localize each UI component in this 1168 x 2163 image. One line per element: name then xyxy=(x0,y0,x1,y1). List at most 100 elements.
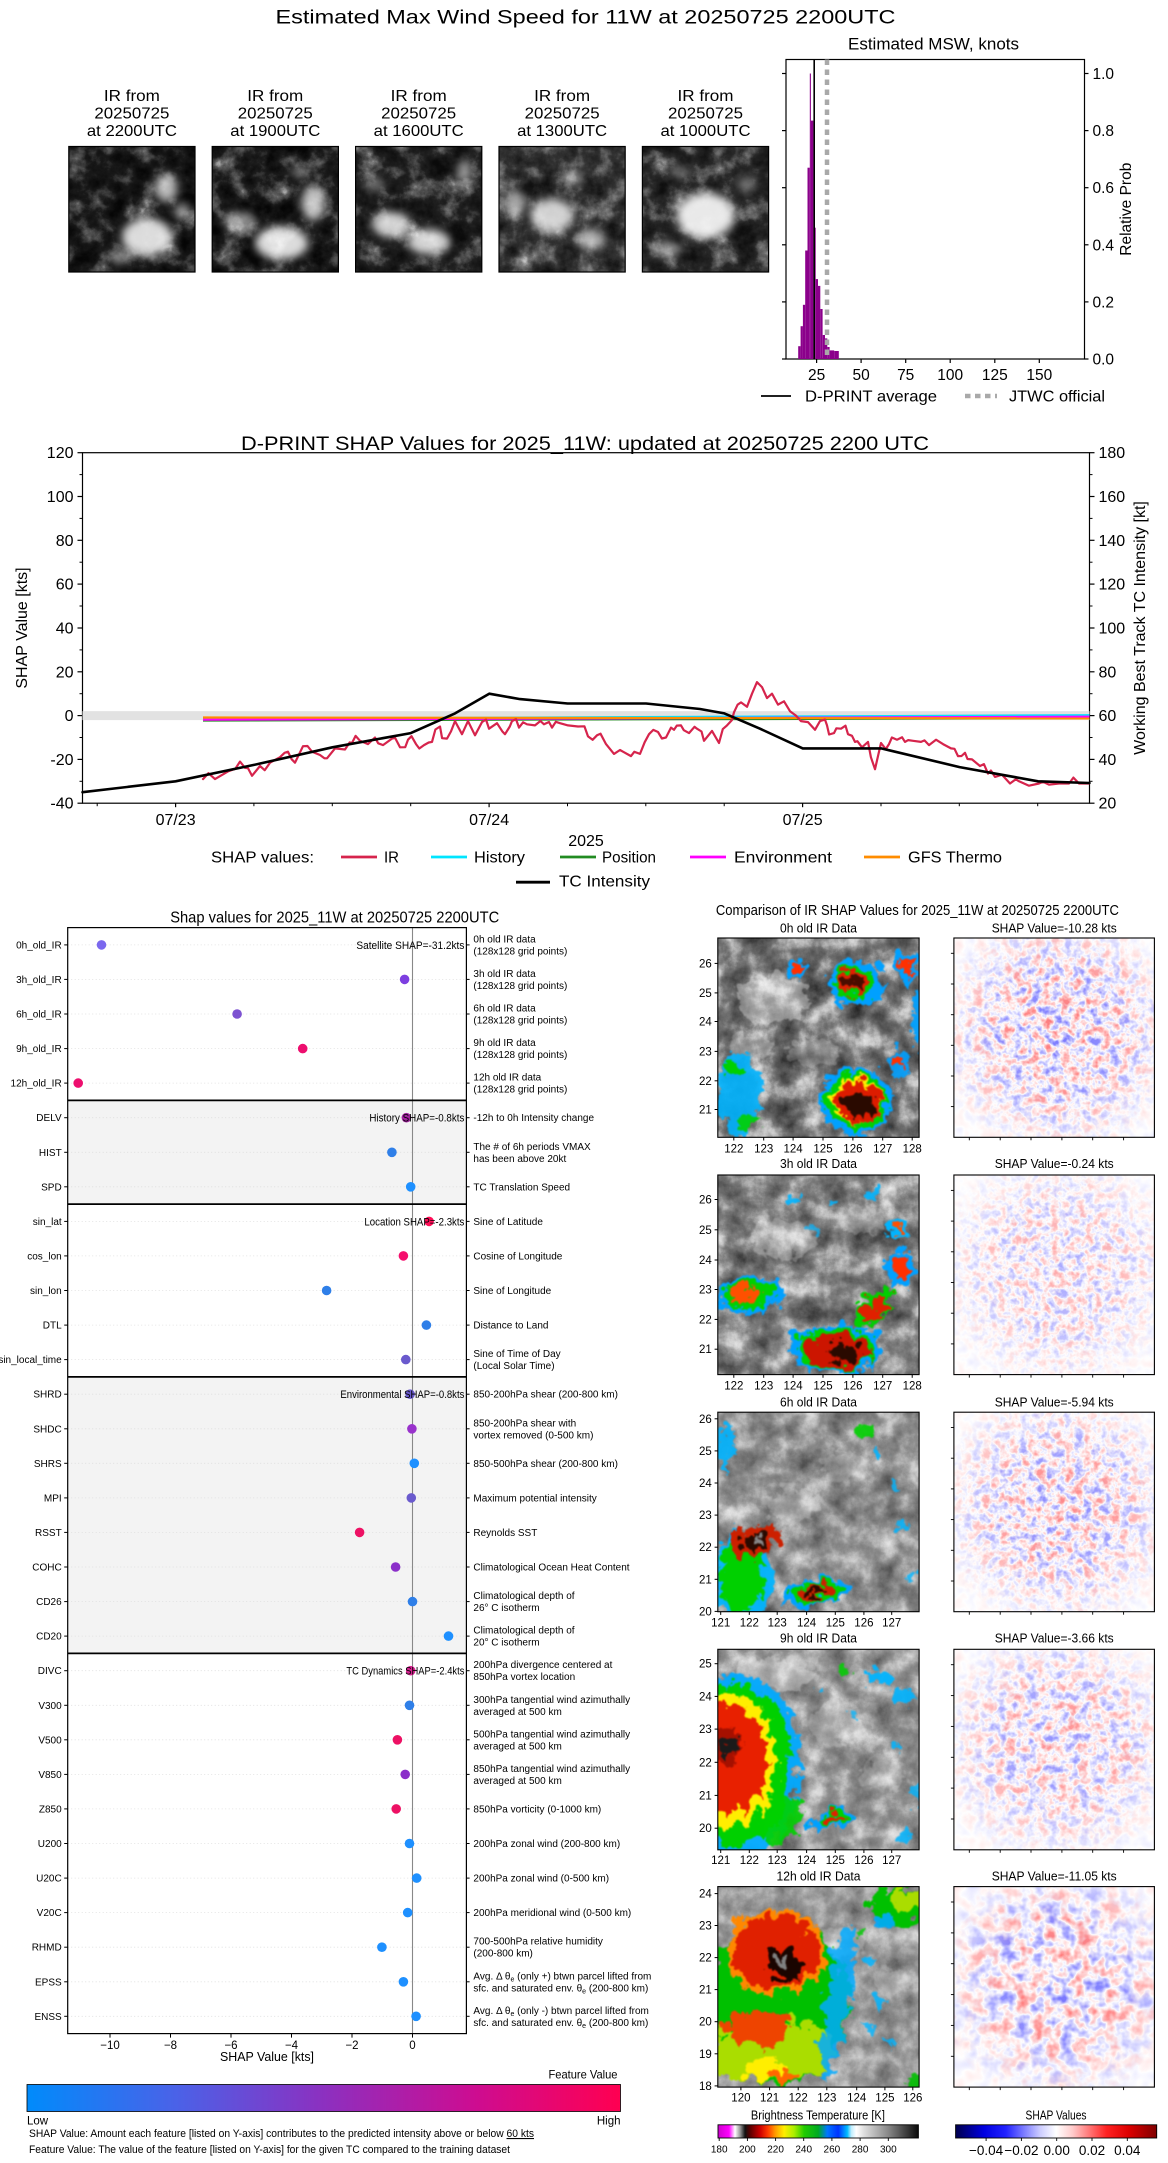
svg-text:SHAP Value: Amount each featur: SHAP Value: Amount each feature [listed … xyxy=(29,2128,534,2140)
svg-text:Z850: Z850 xyxy=(39,1804,62,1815)
svg-text:07/24: 07/24 xyxy=(469,812,509,829)
svg-text:SHAP Value=-3.66 kts: SHAP Value=-3.66 kts xyxy=(995,1631,1114,1645)
svg-text:The # of 6h periods VMAX: The # of 6h periods VMAX xyxy=(473,1142,591,1153)
svg-text:CD26: CD26 xyxy=(36,1597,62,1608)
svg-text:100: 100 xyxy=(1099,621,1126,638)
svg-text:127: 127 xyxy=(882,1855,901,1867)
svg-text:Shap values for 2025_11W at 20: Shap values for 2025_11W at 20250725 220… xyxy=(170,910,499,927)
svg-text:(128x128 grid points): (128x128 grid points) xyxy=(473,946,567,957)
svg-text:121: 121 xyxy=(760,2093,779,2105)
svg-text:22: 22 xyxy=(699,1757,712,1769)
svg-text:sin_lon: sin_lon xyxy=(30,1286,62,1297)
svg-text:125: 125 xyxy=(982,367,1008,384)
svg-text:Climatological depth of: Climatological depth of xyxy=(473,1626,574,1637)
svg-text:IR: IR xyxy=(384,850,399,867)
svg-text:V300: V300 xyxy=(38,1701,62,1712)
svg-text:DTL: DTL xyxy=(43,1321,62,1332)
svg-text:300hPa tangential wind azimuth: 300hPa tangential wind azimuthally xyxy=(473,1695,630,1706)
svg-text:EPSS: EPSS xyxy=(35,1977,62,1988)
svg-text:300: 300 xyxy=(880,2145,897,2156)
svg-text:0.8: 0.8 xyxy=(1093,123,1115,140)
svg-text:122: 122 xyxy=(740,1618,759,1630)
svg-text:Position: Position xyxy=(602,850,656,867)
svg-text:122: 122 xyxy=(724,1143,743,1155)
svg-text:−4: −4 xyxy=(285,2040,299,2052)
svg-text:6h old IR data: 6h old IR data xyxy=(473,1004,536,1015)
svg-text:123: 123 xyxy=(754,1380,773,1392)
svg-text:-20: -20 xyxy=(50,752,73,769)
svg-text:122: 122 xyxy=(724,1380,743,1392)
svg-text:200: 200 xyxy=(739,2145,756,2156)
svg-text:0.00: 0.00 xyxy=(1044,2143,1070,2158)
svg-text:25: 25 xyxy=(699,1446,712,1458)
svg-text:3h old IR data: 3h old IR data xyxy=(473,969,536,980)
svg-text:24: 24 xyxy=(699,1017,712,1029)
svg-text:D-PRINT SHAP Values for 2025_1: D-PRINT SHAP Values for 2025_11W: update… xyxy=(241,433,929,455)
svg-text:120: 120 xyxy=(731,2093,750,2105)
svg-text:122: 122 xyxy=(740,1855,759,1867)
svg-text:180: 180 xyxy=(1099,445,1126,462)
svg-text:SHAP Value=-0.24 kts: SHAP Value=-0.24 kts xyxy=(995,1157,1114,1171)
svg-text:TC Dynamics SHAP=-2.4kts: TC Dynamics SHAP=-2.4kts xyxy=(346,1666,464,1678)
svg-text:850-500hPa shear (200-800 km): 850-500hPa shear (200-800 km) xyxy=(473,1459,618,1470)
svg-text:21: 21 xyxy=(699,1105,712,1117)
svg-text:9h_old_IR: 9h_old_IR xyxy=(16,1044,62,1055)
svg-text:22: 22 xyxy=(699,1314,712,1326)
svg-text:80: 80 xyxy=(1099,664,1117,681)
svg-text:(128x128 grid points): (128x128 grid points) xyxy=(473,1085,567,1096)
svg-text:21: 21 xyxy=(699,1790,712,1802)
svg-text:sin_local_time: sin_local_time xyxy=(0,1355,62,1366)
svg-text:21: 21 xyxy=(699,1344,712,1356)
svg-text:22: 22 xyxy=(699,1076,712,1088)
svg-text:3h_old_IR: 3h_old_IR xyxy=(16,975,62,986)
svg-text:IR from: IR from xyxy=(678,88,734,105)
svg-text:200hPa divergence centered at: 200hPa divergence centered at xyxy=(473,1660,612,1671)
svg-text:150: 150 xyxy=(1026,367,1052,384)
svg-text:24: 24 xyxy=(699,1691,712,1703)
svg-text:20250725: 20250725 xyxy=(238,106,313,123)
svg-text:SHAP Value [kts]: SHAP Value [kts] xyxy=(220,2049,314,2064)
svg-text:850-200hPa shear with: 850-200hPa shear with xyxy=(473,1418,576,1429)
svg-text:Cosine of Longitude: Cosine of Longitude xyxy=(473,1251,562,1262)
svg-text:6h_old_IR: 6h_old_IR xyxy=(16,1010,62,1021)
svg-text:25: 25 xyxy=(699,1225,712,1237)
svg-text:−10: −10 xyxy=(100,2040,120,2052)
svg-text:20: 20 xyxy=(1099,796,1117,813)
svg-text:Maximum potential intensity: Maximum potential intensity xyxy=(473,1493,596,1504)
svg-text:Feature Value: Feature Value xyxy=(549,2068,618,2082)
svg-text:124: 124 xyxy=(784,1143,804,1155)
svg-text:125: 125 xyxy=(875,2093,894,2105)
svg-text:GFS Thermo: GFS Thermo xyxy=(908,850,1002,867)
svg-text:History SHAP=-0.8kts: History SHAP=-0.8kts xyxy=(369,1113,464,1125)
svg-text:60: 60 xyxy=(1099,708,1117,725)
svg-text:TC Intensity: TC Intensity xyxy=(559,874,650,891)
svg-text:124: 124 xyxy=(797,1855,817,1867)
svg-text:21: 21 xyxy=(699,1574,712,1586)
svg-text:IR from: IR from xyxy=(247,88,303,105)
svg-text:1.0: 1.0 xyxy=(1093,66,1115,83)
svg-text:averaged at 500 km: averaged at 500 km xyxy=(473,1741,561,1752)
svg-text:Sine of Time of Day: Sine of Time of Day xyxy=(473,1349,560,1360)
svg-text:SHAP Values: SHAP Values xyxy=(1026,2108,1087,2122)
svg-text:140: 140 xyxy=(1099,533,1126,550)
svg-text:V500: V500 xyxy=(38,1735,62,1746)
svg-text:U20C: U20C xyxy=(36,1874,62,1885)
svg-text:12h old IR data: 12h old IR data xyxy=(473,1073,541,1084)
svg-text:22: 22 xyxy=(699,1542,712,1554)
svg-text:127: 127 xyxy=(882,1618,901,1630)
svg-text:TC Translation Speed: TC Translation Speed xyxy=(473,1182,570,1193)
svg-text:23: 23 xyxy=(699,1285,712,1297)
svg-text:JTWC official: JTWC official xyxy=(1009,389,1105,406)
svg-text:07/25: 07/25 xyxy=(783,812,823,829)
svg-text:−8: −8 xyxy=(164,2040,177,2052)
svg-text:at 1600UTC: at 1600UTC xyxy=(374,123,464,140)
svg-text:23: 23 xyxy=(699,1046,712,1058)
svg-text:80: 80 xyxy=(56,533,74,550)
svg-text:850hPa tangential wind azimuth: 850hPa tangential wind azimuthally xyxy=(473,1764,630,1775)
svg-text:0h old IR data: 0h old IR data xyxy=(473,934,536,945)
svg-text:2025: 2025 xyxy=(568,833,604,850)
svg-text:(128x128 grid points): (128x128 grid points) xyxy=(473,1050,567,1061)
svg-text:123: 123 xyxy=(768,1618,787,1630)
svg-text:Climatological Ocean Heat Cont: Climatological Ocean Heat Content xyxy=(473,1563,629,1574)
svg-text:0.6: 0.6 xyxy=(1093,180,1115,197)
